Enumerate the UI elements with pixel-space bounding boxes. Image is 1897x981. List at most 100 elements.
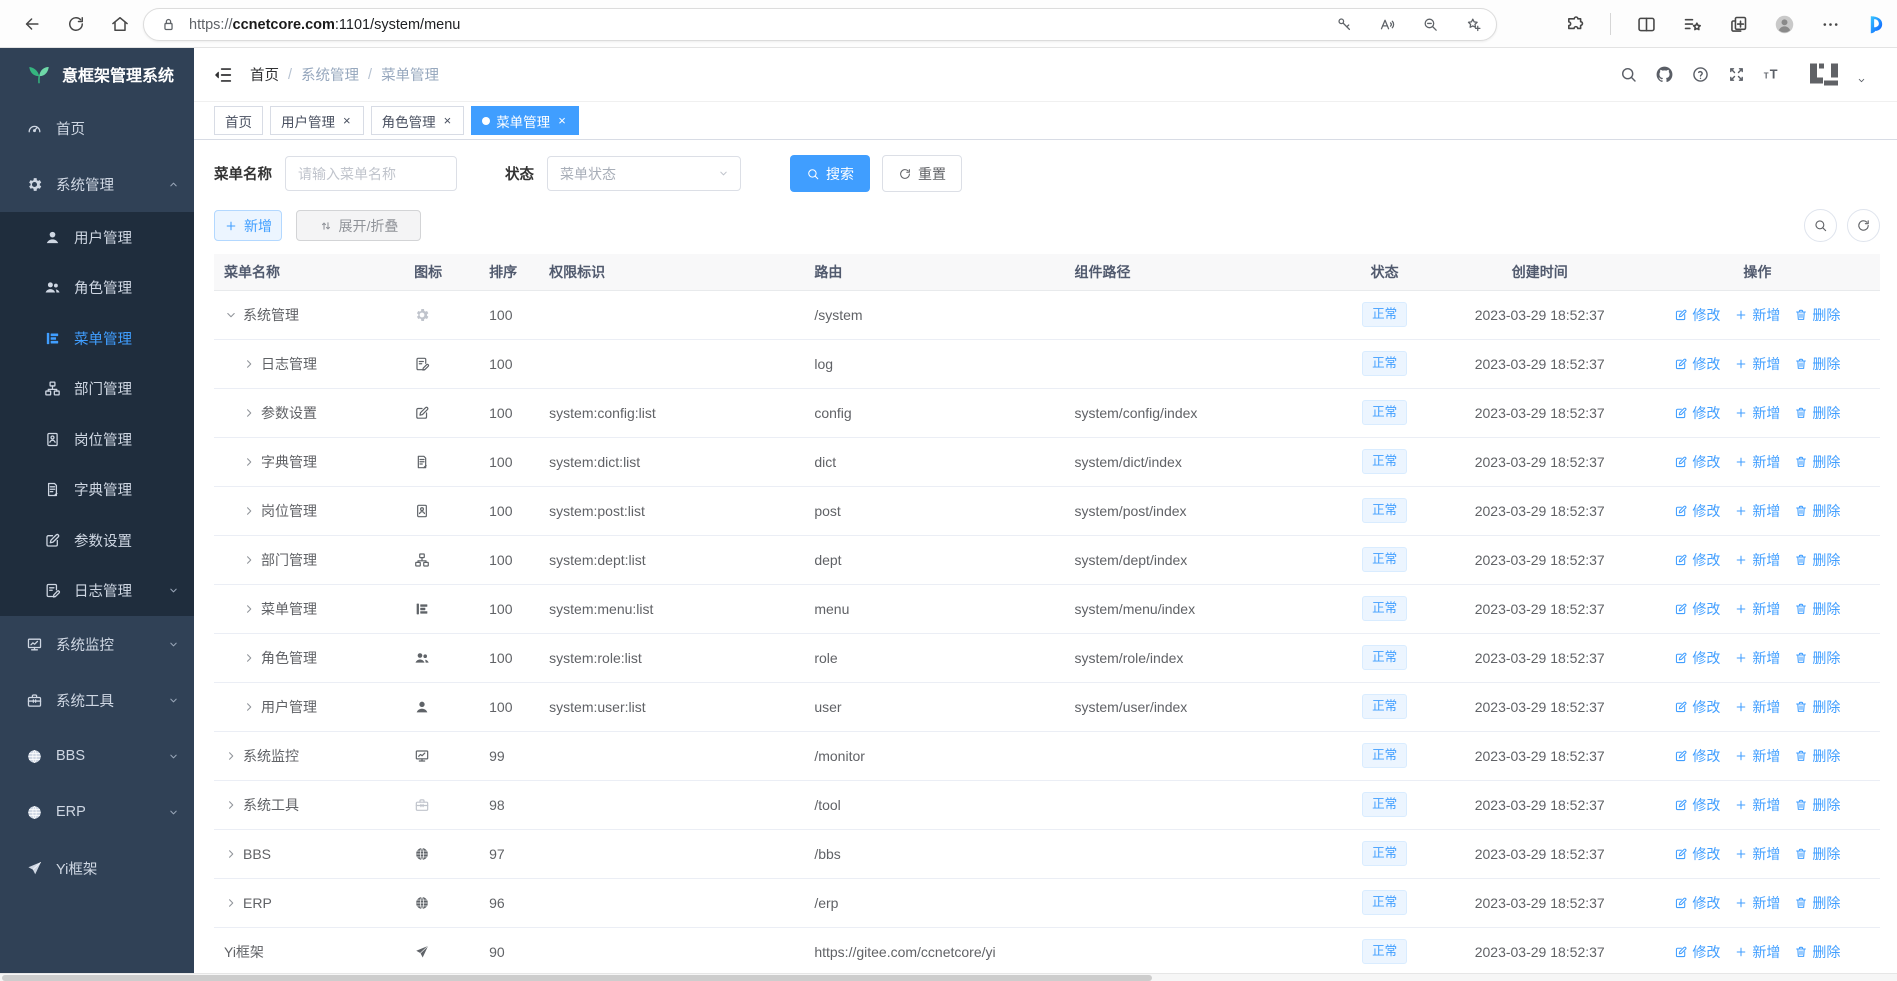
scrollbar-thumb[interactable] [2,975,1152,981]
sidebar-item-日志管理[interactable]: 日志管理 [0,565,194,616]
menu-name-input[interactable] [285,156,457,191]
sidebar-item-部门管理[interactable]: 部门管理 [0,363,194,414]
edit-link[interactable]: 修改 [1674,697,1720,717]
expand-row-icon[interactable] [242,700,256,714]
status-select[interactable]: 菜单状态 [547,156,741,191]
sidebar-fold-icon[interactable] [212,64,234,86]
browser-back-icon[interactable] [22,14,42,34]
expand-row-icon[interactable] [224,896,238,910]
add-link[interactable]: 新增 [1734,599,1780,619]
sidebar-item-ERP[interactable]: ERP [0,784,194,840]
delete-link[interactable]: 删除 [1794,550,1840,570]
refresh-table-button[interactable] [1847,209,1880,242]
sidebar-item-BBS[interactable]: BBS [0,728,194,784]
edit-link[interactable]: 修改 [1674,550,1720,570]
add-link[interactable]: 新增 [1734,550,1780,570]
delete-link[interactable]: 删除 [1794,501,1840,521]
read-aloud-icon[interactable] [1379,16,1396,33]
sidebar-item-系统工具[interactable]: 系统工具 [0,672,194,728]
zoom-out-icon[interactable] [1422,16,1439,33]
close-tab-icon[interactable]: × [443,113,452,128]
collections-icon[interactable] [1682,14,1703,35]
sidebar-item-字典管理[interactable]: 字典管理 [0,464,194,515]
expand-collapse-button[interactable]: 展开/折叠 [296,210,421,241]
edit-link[interactable]: 修改 [1674,942,1720,962]
sidebar-item-首页[interactable]: 首页 [0,100,194,156]
sidebar-item-用户管理[interactable]: 用户管理 [0,212,194,263]
close-tab-icon[interactable]: × [558,113,566,128]
fullscreen-icon[interactable] [1727,65,1746,84]
password-key-icon[interactable] [1336,16,1353,33]
delete-link[interactable]: 删除 [1794,305,1840,325]
delete-link[interactable]: 删除 [1794,893,1840,913]
delete-link[interactable]: 删除 [1794,746,1840,766]
tab-首页[interactable]: 首页 [214,106,263,135]
delete-link[interactable]: 删除 [1794,648,1840,668]
expand-row-icon[interactable] [242,406,256,420]
delete-link[interactable]: 删除 [1794,452,1840,472]
delete-link[interactable]: 删除 [1794,403,1840,423]
edit-link[interactable]: 修改 [1674,795,1720,815]
expand-row-icon[interactable] [224,749,238,763]
delete-link[interactable]: 删除 [1794,844,1840,864]
expand-row-icon[interactable] [242,357,256,371]
add-link[interactable]: 新增 [1734,942,1780,962]
toggle-search-button[interactable] [1804,209,1837,242]
add-link[interactable]: 新增 [1734,795,1780,815]
expand-row-icon[interactable] [224,798,238,812]
delete-link[interactable]: 删除 [1794,354,1840,374]
edit-link[interactable]: 修改 [1674,305,1720,325]
edit-link[interactable]: 修改 [1674,599,1720,619]
delete-link[interactable]: 删除 [1794,795,1840,815]
add-button[interactable]: 新增 [214,210,282,241]
help-icon[interactable] [1691,65,1710,84]
favorite-add-icon[interactable] [1465,16,1482,33]
duplicate-tab-icon[interactable] [1728,14,1749,35]
expand-row-icon[interactable] [242,504,256,518]
sidebar-item-角色管理[interactable]: 角色管理 [0,262,194,313]
extensions-icon[interactable] [1564,14,1585,35]
sidebar-item-参数设置[interactable]: 参数设置 [0,515,194,566]
delete-link[interactable]: 删除 [1794,942,1840,962]
edit-link[interactable]: 修改 [1674,501,1720,521]
add-link[interactable]: 新增 [1734,501,1780,521]
copilot-icon[interactable] [1866,14,1887,35]
tab-菜单管理[interactable]: 菜单管理 × [471,106,579,135]
browser-menu-icon[interactable] [1820,14,1841,35]
address-bar[interactable]: https://ccnetcore.com:1101/system/menu [143,8,1497,41]
delete-link[interactable]: 删除 [1794,697,1840,717]
expand-row-icon[interactable] [224,847,238,861]
tab-角色管理[interactable]: 角色管理 × [370,106,465,135]
edit-link[interactable]: 修改 [1674,746,1720,766]
edit-link[interactable]: 修改 [1674,403,1720,423]
edit-link[interactable]: 修改 [1674,893,1720,913]
add-link[interactable]: 新增 [1734,305,1780,325]
add-link[interactable]: 新增 [1734,844,1780,864]
github-icon[interactable] [1655,65,1674,84]
add-link[interactable]: 新增 [1734,648,1780,668]
breadcrumb-item-首页[interactable]: 首页 [250,68,279,84]
reset-button[interactable]: 重置 [882,155,962,192]
lock-icon[interactable] [160,16,177,33]
search-button[interactable]: 搜索 [790,155,870,192]
avatar-caret-icon[interactable] [1856,73,1867,84]
expand-row-icon[interactable] [242,455,256,469]
add-link[interactable]: 新增 [1734,893,1780,913]
tab-用户管理[interactable]: 用户管理 × [270,106,364,135]
edit-link[interactable]: 修改 [1674,648,1720,668]
add-link[interactable]: 新增 [1734,697,1780,717]
add-link[interactable]: 新增 [1734,452,1780,472]
edit-link[interactable]: 修改 [1674,354,1720,374]
edit-link[interactable]: 修改 [1674,844,1720,864]
sidebar-item-系统监控[interactable]: 系统监控 [0,616,194,672]
sidebar-item-系统管理[interactable]: 系统管理 [0,156,194,212]
sidebar-item-岗位管理[interactable]: 岗位管理 [0,414,194,465]
collapse-row-icon[interactable] [224,308,238,322]
horizontal-scrollbar[interactable] [0,973,1897,981]
browser-home-icon[interactable] [110,14,130,34]
user-avatar[interactable] [1809,61,1839,88]
edit-link[interactable]: 修改 [1674,452,1720,472]
add-link[interactable]: 新增 [1734,746,1780,766]
sidebar-item-菜单管理[interactable]: 菜单管理 [0,313,194,364]
